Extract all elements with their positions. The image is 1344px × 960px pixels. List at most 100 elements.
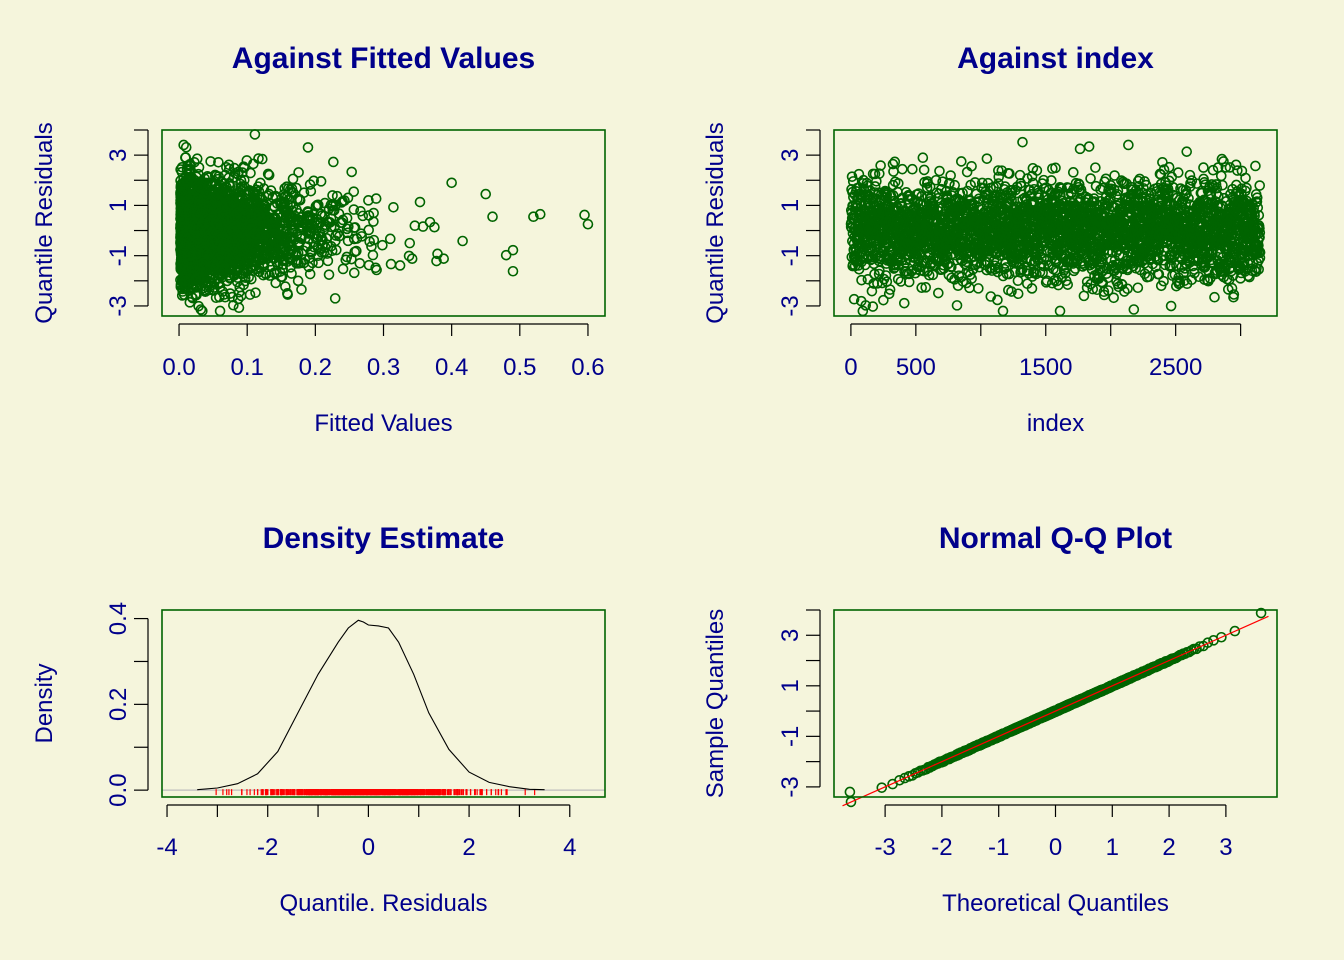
data-point bbox=[258, 231, 270, 242]
data-point bbox=[315, 208, 326, 220]
data-point bbox=[239, 210, 251, 222]
data-point bbox=[370, 262, 381, 274]
chart-title: Against index bbox=[957, 42, 1154, 75]
data-point bbox=[293, 237, 305, 249]
data-point bbox=[180, 141, 192, 153]
data-point bbox=[196, 220, 208, 231]
data-point bbox=[429, 221, 440, 233]
data-point bbox=[457, 235, 468, 247]
data-point bbox=[233, 302, 245, 314]
data-point bbox=[213, 156, 224, 168]
data-point bbox=[226, 214, 238, 225]
data-point bbox=[330, 230, 342, 241]
x-tick-label: 0.2 bbox=[299, 354, 332, 381]
y-tick-label: -3 bbox=[105, 295, 132, 316]
data-point bbox=[196, 259, 207, 270]
data-point bbox=[253, 209, 264, 220]
data-point bbox=[178, 229, 190, 241]
data-point bbox=[328, 156, 339, 168]
data-point bbox=[237, 167, 248, 178]
data-point bbox=[265, 185, 277, 196]
data-point bbox=[348, 267, 360, 279]
data-point bbox=[212, 254, 224, 265]
data-point bbox=[287, 173, 299, 185]
data-point bbox=[315, 176, 327, 187]
y-tick-label: -1 bbox=[777, 245, 804, 266]
y-axis-label: Quantile Residuals bbox=[702, 122, 729, 323]
data-points bbox=[845, 136, 1266, 317]
data-point bbox=[331, 244, 342, 256]
data-point bbox=[348, 204, 360, 215]
x-tick-label: 0.5 bbox=[503, 354, 536, 381]
data-point bbox=[321, 239, 333, 250]
data-point bbox=[236, 227, 247, 239]
data-point bbox=[207, 176, 218, 188]
data-point bbox=[228, 269, 240, 280]
x-tick-label: 0.0 bbox=[162, 354, 195, 381]
data-point bbox=[312, 250, 324, 262]
x-tick-label: 2500 bbox=[1149, 354, 1202, 381]
data-point bbox=[292, 275, 304, 287]
data-point bbox=[245, 167, 256, 179]
data-point bbox=[305, 185, 317, 197]
x-axis-label: Fitted Values bbox=[314, 410, 452, 437]
data-point bbox=[209, 169, 221, 181]
data-point bbox=[323, 269, 335, 280]
data-point bbox=[848, 293, 860, 305]
data-point bbox=[363, 224, 375, 236]
data-point bbox=[500, 249, 512, 261]
data-point bbox=[342, 192, 354, 204]
data-point bbox=[414, 196, 426, 208]
data-point bbox=[256, 153, 268, 165]
data-point bbox=[534, 208, 546, 220]
data-point bbox=[404, 237, 416, 249]
data-point bbox=[270, 277, 282, 289]
data-point bbox=[201, 248, 213, 260]
data-point bbox=[281, 181, 293, 192]
data-point bbox=[178, 139, 189, 151]
y-tick-label: 3 bbox=[105, 148, 132, 161]
x-tick-label: 0 bbox=[844, 354, 857, 381]
data-point bbox=[175, 164, 186, 175]
data-point bbox=[296, 220, 307, 231]
x-tick-label: 1500 bbox=[1019, 354, 1072, 381]
data-point bbox=[293, 167, 304, 178]
data-point bbox=[185, 239, 197, 251]
data-point bbox=[281, 256, 293, 268]
data-point bbox=[246, 198, 257, 209]
data-point bbox=[277, 225, 289, 236]
data-point bbox=[202, 204, 214, 216]
data-point bbox=[237, 239, 248, 250]
data-point bbox=[179, 278, 191, 290]
data-point bbox=[385, 258, 397, 270]
data-point bbox=[223, 159, 235, 171]
data-point bbox=[205, 156, 216, 167]
data-point bbox=[377, 239, 388, 251]
plot-frame bbox=[161, 129, 606, 317]
data-point bbox=[253, 261, 265, 273]
data-point bbox=[252, 228, 263, 240]
data-point bbox=[242, 263, 253, 274]
data-point bbox=[275, 230, 287, 241]
data-point bbox=[260, 242, 272, 253]
x-tick-label: 0.4 bbox=[435, 354, 468, 381]
data-point bbox=[210, 292, 222, 304]
data-point bbox=[337, 263, 349, 275]
data-point bbox=[183, 194, 194, 206]
data-point bbox=[177, 286, 188, 297]
data-point bbox=[367, 249, 379, 261]
data-point bbox=[189, 217, 201, 228]
data-point bbox=[337, 214, 349, 226]
data-point bbox=[256, 254, 267, 266]
data-point bbox=[579, 209, 590, 221]
data-point bbox=[349, 222, 361, 233]
data-point bbox=[302, 142, 314, 153]
data-point bbox=[281, 191, 293, 203]
data-point bbox=[299, 254, 311, 265]
data-point bbox=[342, 227, 353, 239]
data-point bbox=[238, 279, 249, 291]
data-point bbox=[262, 190, 274, 202]
data-point bbox=[220, 193, 231, 205]
data-point bbox=[332, 228, 343, 239]
data-point bbox=[384, 233, 396, 245]
